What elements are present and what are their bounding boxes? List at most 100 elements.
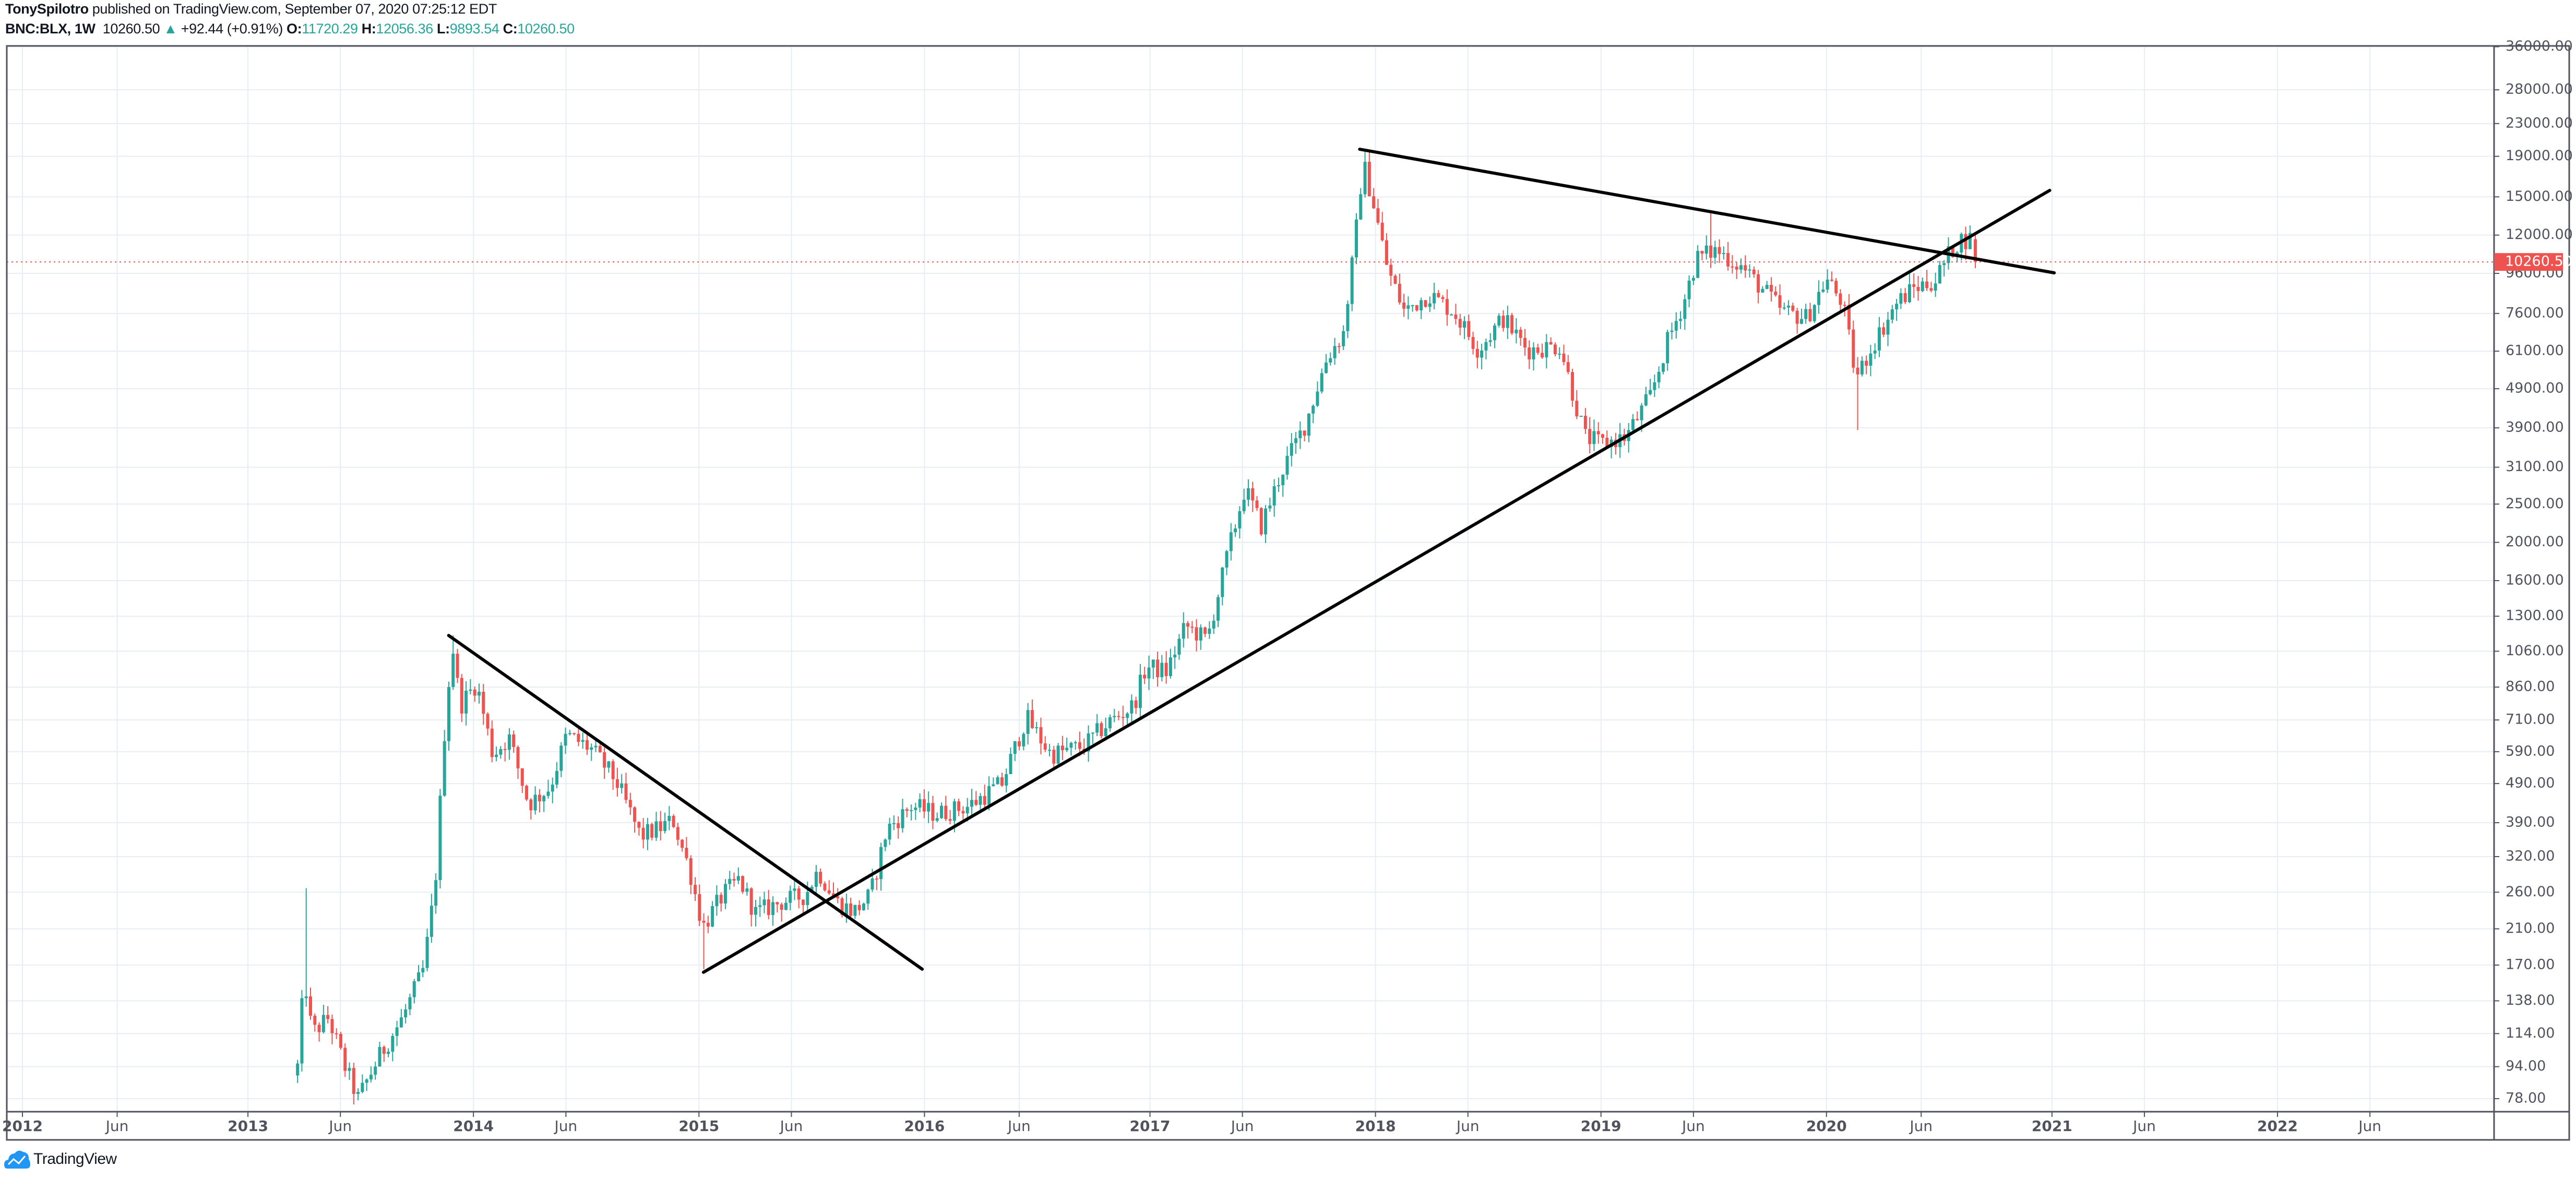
candle-body	[330, 1019, 334, 1033]
price-tick-label: 170.00	[2506, 956, 2555, 972]
price-tick-label: 15000.00	[2506, 188, 2573, 204]
trendline-2018-descending[interactable]	[1358, 148, 2056, 275]
candle-up	[620, 774, 624, 794]
candle-body	[352, 1068, 355, 1094]
publish-info: TonySpilotro published on TradingView.co…	[5, 1, 497, 17]
price-tick-label: 3100.00	[2506, 459, 2564, 475]
candle-body	[1541, 353, 1544, 358]
candle-body	[451, 654, 455, 687]
candle-body	[957, 801, 961, 811]
candle-body	[391, 1036, 395, 1052]
candle-body	[706, 922, 710, 927]
candle-body	[862, 904, 865, 910]
candle-up	[1558, 347, 1561, 359]
candle-body	[425, 936, 429, 968]
candle-down	[875, 875, 878, 891]
candle-body	[1441, 297, 1445, 299]
candle-down	[849, 897, 853, 919]
candle-body	[1553, 344, 1557, 354]
candle-up	[434, 873, 438, 914]
candle-body	[542, 796, 546, 802]
candle-up	[464, 681, 468, 726]
candle-down	[1454, 304, 1458, 325]
trendline-2014-descending[interactable]	[447, 634, 924, 971]
candle-up	[404, 1004, 408, 1024]
candle-up	[374, 1062, 377, 1080]
candle-up	[888, 817, 891, 845]
candle-body	[1562, 353, 1566, 362]
tradingview-logo[interactable]: TradingView	[4, 1148, 117, 1171]
candle-up	[1782, 302, 1786, 310]
last-price: 10260.50	[102, 21, 160, 37]
candle-body	[1298, 430, 1302, 439]
candle-body	[948, 819, 952, 821]
candle-down	[1575, 390, 1579, 419]
candle-body	[827, 890, 831, 894]
candle-up	[996, 775, 999, 785]
price-tick-label: 590.00	[2506, 743, 2555, 759]
candle-down	[615, 767, 619, 797]
candle-down	[330, 1014, 334, 1044]
trendlines[interactable]	[447, 148, 2056, 974]
candle-body	[1839, 293, 1842, 305]
price-tick-label: 710.00	[2506, 712, 2555, 728]
open-label: O:	[287, 21, 302, 37]
candle-up	[970, 788, 973, 816]
up-triangle-icon: ▲	[163, 21, 177, 37]
candle-body	[1195, 627, 1198, 641]
price-axis[interactable]: 36000.00 28000.00 23000.00 19000.00 15000.00…	[2494, 38, 2573, 1106]
candle-body	[944, 805, 948, 820]
candle-body	[1674, 321, 1678, 331]
candle-body	[689, 858, 693, 885]
candle-down	[1385, 233, 1388, 266]
candle-down	[1424, 300, 1427, 308]
candle-body	[728, 879, 732, 884]
candle-up	[1268, 497, 1272, 512]
candle-body	[464, 691, 468, 714]
candle-body	[408, 997, 412, 1009]
candle-up	[910, 804, 913, 821]
candle-body	[1367, 162, 1371, 197]
author-name[interactable]: TonySpilotro	[5, 1, 89, 17]
candle-body	[326, 1015, 330, 1019]
candle-body	[1043, 743, 1047, 750]
candle-down	[628, 792, 632, 815]
candle-up	[1497, 313, 1501, 328]
candle-body	[1497, 316, 1501, 326]
candle-down	[1467, 314, 1471, 341]
candle-body	[1657, 371, 1661, 382]
candle-down	[1519, 327, 1522, 346]
time-tick-label: 2013	[228, 1117, 268, 1135]
candle-down	[1601, 434, 1605, 444]
trendline-long-term-ascending[interactable]	[701, 188, 2052, 974]
candle-body	[1091, 732, 1094, 734]
candle-body	[736, 876, 740, 881]
candle-body	[844, 903, 848, 916]
candle-up	[862, 903, 865, 911]
candle-body	[1869, 353, 1873, 366]
candle-up	[1899, 288, 1903, 309]
candle-up	[723, 879, 727, 909]
candle-up	[784, 897, 788, 911]
candle-down	[1143, 667, 1147, 684]
candle-up	[1290, 433, 1293, 466]
price-tick-label: 490.00	[2506, 775, 2555, 791]
candle-up	[1653, 374, 1656, 398]
candle-up	[1411, 305, 1414, 312]
candle-down	[1562, 344, 1566, 366]
candle-up	[1113, 708, 1116, 723]
candle-body	[447, 687, 450, 741]
candle-body	[723, 884, 727, 904]
candle-body	[1488, 340, 1492, 342]
candle-down	[672, 814, 675, 828]
candle-body	[1065, 748, 1069, 751]
candle-body	[1433, 293, 1436, 304]
close-label: C:	[503, 21, 518, 37]
candle-body	[870, 878, 874, 890]
candle-down	[1925, 270, 1929, 291]
time-axis[interactable]: 2012 Jun 2013 Jun 2014 Jun 2015 Jun 2016 Jun 2017 J…	[2, 1112, 2381, 1135]
candle-body	[1126, 713, 1129, 718]
candle-down	[520, 768, 524, 793]
candle-up	[1350, 255, 1354, 311]
